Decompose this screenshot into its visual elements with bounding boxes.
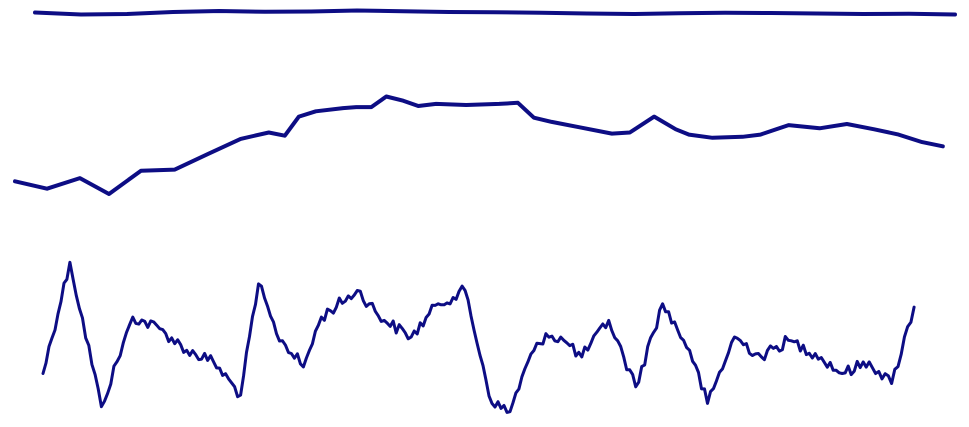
series-layer bbox=[13, 8, 957, 414]
series-line-3 bbox=[41, 260, 916, 414]
series-line-1 bbox=[33, 8, 957, 17]
series-line-2 bbox=[13, 94, 945, 196]
